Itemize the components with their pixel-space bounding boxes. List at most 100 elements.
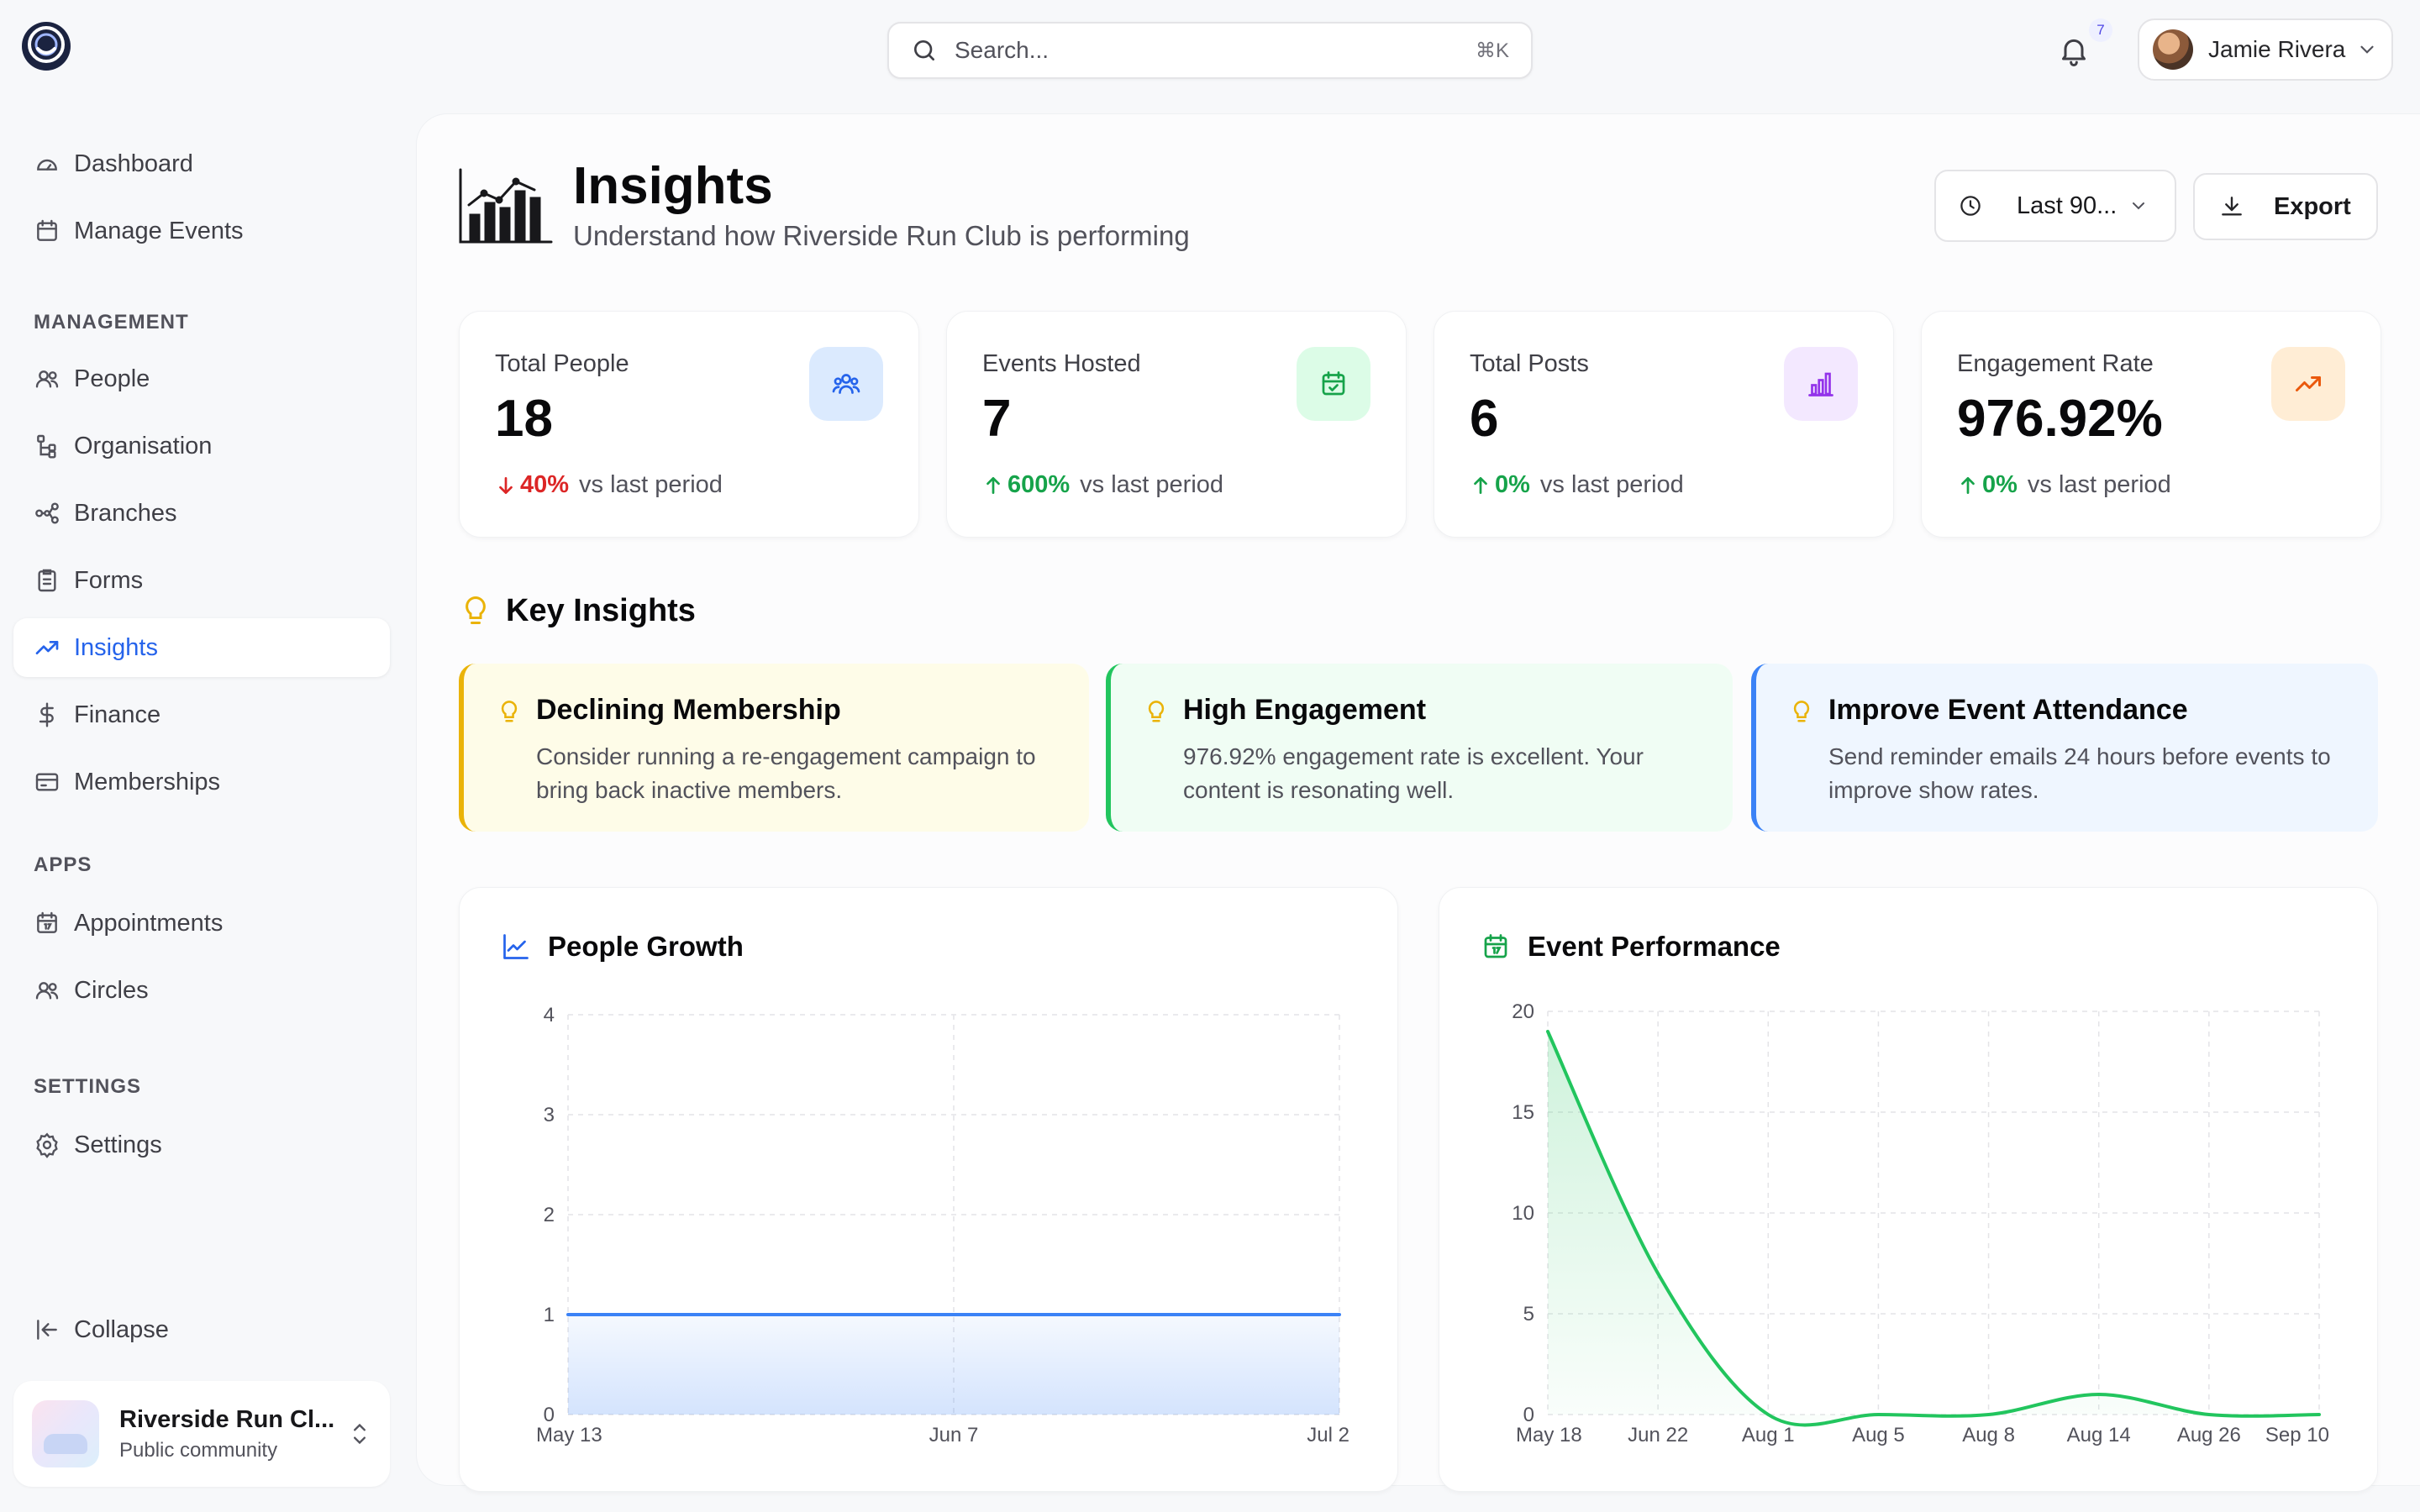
- insight-title: High Engagement: [1183, 694, 1427, 726]
- chart-illustration-icon: [459, 168, 553, 244]
- org-chart-icon: [37, 434, 56, 459]
- trend-icon: [35, 641, 59, 654]
- sidebar-item-label: Circles: [74, 976, 149, 1004]
- export-button[interactable]: Export: [2193, 173, 2378, 240]
- search-placeholder: Search...: [955, 37, 1050, 63]
- event-performance-title: Event Performance: [1528, 931, 1781, 962]
- page-title: Insights: [573, 157, 773, 215]
- insight-description: 976.92% engagement rate is excellent. Yo…: [1183, 743, 1644, 803]
- people-growth-heading: People Growth: [501, 931, 744, 963]
- branches-icon: [35, 502, 59, 524]
- organisation-name: Riverside Run Cl...: [119, 1405, 335, 1433]
- insight-description: Consider running a re-engagement campaig…: [536, 743, 1036, 803]
- chevron-down-icon: [2133, 202, 2145, 210]
- event-performance-x-tick: Aug 5: [1852, 1424, 1905, 1446]
- event-performance-y-tick: 10: [1512, 1202, 1534, 1225]
- download-icon: [2222, 197, 2242, 216]
- sidebar-item-label: Finance: [74, 701, 161, 728]
- lightbulb-icon: [466, 596, 486, 624]
- people-growth-y-tick: 1: [544, 1304, 555, 1326]
- collapse-button[interactable]: Collapse: [13, 1300, 390, 1359]
- stat-icon-badge: [1784, 347, 1858, 421]
- sidebar-item-label: Appointments: [74, 909, 224, 937]
- people-growth-y-tick: 4: [544, 1004, 555, 1026]
- calendar-icon: [37, 219, 57, 241]
- stat-change: 0% vs last period: [1470, 471, 1684, 499]
- sidebar-item-finance[interactable]: Finance: [13, 685, 390, 744]
- people-growth-x-tick: May 13: [536, 1424, 602, 1446]
- chevron-down-icon: [2360, 45, 2374, 54]
- collapse-icon: [37, 1320, 57, 1340]
- stat-card-total-people: Total People 18 40% vs last period: [459, 311, 919, 538]
- notifications-button[interactable]: [2057, 34, 2091, 67]
- search-icon: [914, 40, 934, 60]
- dollar-icon: [39, 702, 54, 727]
- sidebar-item-label: People: [74, 365, 150, 392]
- organisation-avatar: [32, 1400, 99, 1467]
- lightbulb-icon: [501, 701, 518, 722]
- stat-card-events-hosted: Events Hosted 7 600% vs last period: [946, 311, 1407, 538]
- key-insights-heading: Key Insights: [460, 593, 696, 629]
- user-name: Jamie Rivera: [2208, 36, 2346, 62]
- event-performance-x-tick: Aug 8: [1962, 1424, 2015, 1446]
- calendar-date-icon: [1484, 934, 1507, 958]
- bell-icon: [2062, 39, 2086, 66]
- event-performance-x-tick: Aug 26: [2177, 1424, 2241, 1446]
- calendar-check-icon: [1322, 371, 1345, 396]
- search-input[interactable]: Search... ⌘K: [887, 22, 1533, 79]
- insight-card-high-engagement: High Engagement 976.92% engagement rate …: [1106, 664, 1733, 832]
- sidebar-item-insights[interactable]: Insights: [13, 618, 390, 677]
- organisation-switcher[interactable]: Riverside Run Cl... Public community: [13, 1381, 390, 1487]
- sidebar-item-people[interactable]: People: [13, 349, 390, 408]
- clock-icon: [1960, 196, 1981, 216]
- sidebar-item-settings[interactable]: Settings: [13, 1116, 390, 1174]
- event-performance-y-tick: 5: [1523, 1303, 1534, 1326]
- stat-change: 40% vs last period: [495, 471, 723, 499]
- insight-title: Declining Membership: [536, 694, 841, 726]
- sidebar-item-label: Branches: [74, 499, 177, 527]
- event-performance-series-line: [1546, 1030, 2321, 1427]
- event-performance-y-tick: 15: [1512, 1101, 1534, 1124]
- sidebar-item-manage-events[interactable]: Manage Events: [13, 202, 390, 260]
- date-range-select[interactable]: Last 90...: [1934, 170, 2176, 242]
- section-apps: APPS: [34, 853, 92, 876]
- sidebar-item-label: Settings: [74, 1131, 162, 1158]
- app-logo[interactable]: [20, 20, 72, 72]
- section-management: MANAGEMENT: [34, 311, 189, 333]
- clipboard-icon: [38, 569, 56, 592]
- sidebar-item-circles[interactable]: Circles: [13, 961, 390, 1020]
- sidebar-item-forms[interactable]: Forms: [13, 551, 390, 610]
- arrow-up-icon: [986, 476, 1000, 494]
- people-growth-y-tick: 0: [544, 1404, 555, 1426]
- sidebar-item-memberships[interactable]: Memberships: [13, 753, 390, 811]
- sidebar-item-branches[interactable]: Branches: [13, 484, 390, 543]
- sidebar-item-dashboard[interactable]: Dashboard: [13, 134, 390, 193]
- stat-label: Events Hosted: [982, 350, 1141, 377]
- sidebar-item-label: Dashboard: [74, 150, 193, 177]
- event-performance-x-tick: Jun 22: [1628, 1424, 1688, 1446]
- stat-icon-badge: [809, 347, 883, 421]
- insight-title: Improve Event Attendance: [1828, 694, 2188, 726]
- trending-up-icon: [2296, 376, 2321, 391]
- stat-label: Total People: [495, 350, 629, 377]
- users-icon: [832, 374, 860, 394]
- arrow-down-icon: [499, 476, 513, 494]
- search-shortcut: ⌘K: [1475, 39, 1509, 62]
- section-settings: SETTINGS: [34, 1075, 142, 1098]
- stat-label: Total Posts: [1470, 350, 1589, 377]
- stat-icon-badge: [2271, 347, 2345, 421]
- sidebar-item-appointments[interactable]: Appointments: [13, 894, 390, 953]
- gear-icon: [36, 1132, 58, 1158]
- people-growth-y-tick: 3: [544, 1104, 555, 1126]
- user-menu[interactable]: Jamie Rivera: [2138, 18, 2393, 81]
- calendar-date-icon: [37, 911, 57, 933]
- sidebar-item-label: Forms: [74, 566, 144, 594]
- stat-change-value: 40%: [520, 471, 570, 498]
- stat-change-suffix: vs last period: [2027, 471, 2171, 498]
- sidebar-item-organisation[interactable]: Organisation: [13, 417, 390, 475]
- notification-badge: 7: [2089, 18, 2112, 42]
- stat-icon-badge: [1297, 347, 1370, 421]
- people-growth-y-tick: 2: [544, 1204, 555, 1226]
- stat-change-suffix: vs last period: [579, 471, 723, 498]
